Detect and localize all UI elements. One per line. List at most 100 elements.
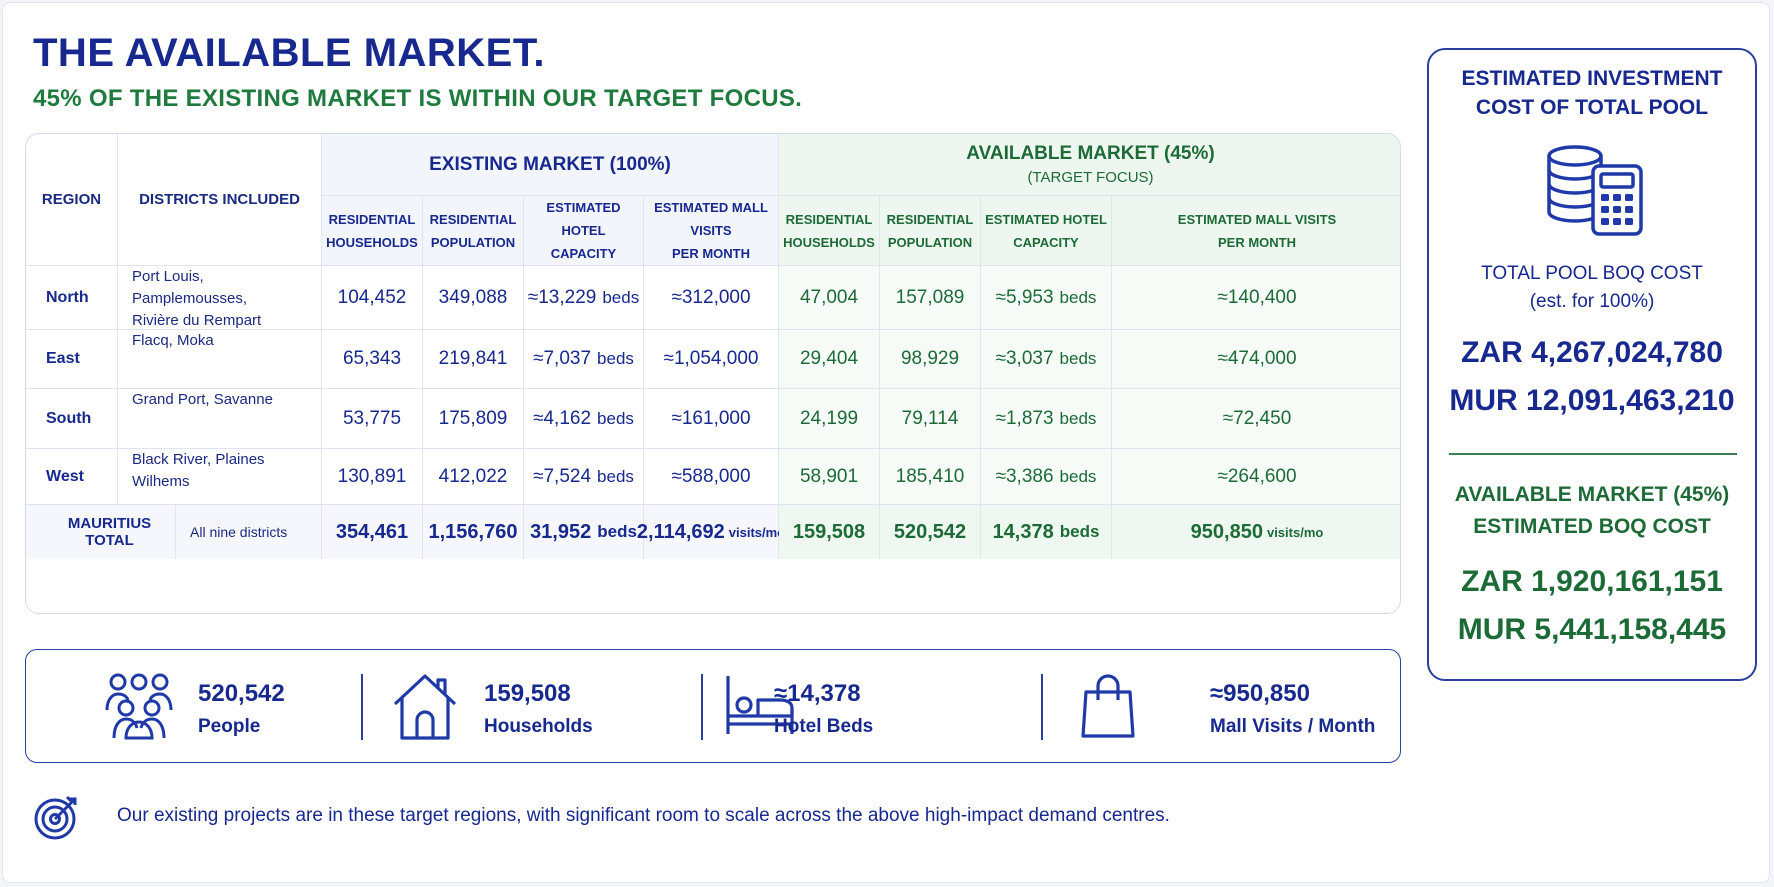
stat-mall-visits-label: Mall Visits / Month <box>1210 716 1376 737</box>
market-table-grid: REGION DISTRICTS INCLUDED EXISTING MARKET … <box>26 134 1400 613</box>
value-text: ≈312,000 <box>671 286 751 308</box>
stat-mall-visits-value: ≈950,850 <box>1210 680 1310 707</box>
available-cost-label-line2: ESTIMATED BOQ COST <box>1473 515 1711 538</box>
footer-note: Our existing projects are in these targe… <box>117 805 1170 826</box>
available-population-value: 98,929 <box>880 330 981 389</box>
value-text: 157,089 <box>895 286 965 308</box>
value-text: ≈4,162 <box>533 407 592 429</box>
total-pool-zar: ZAR 4,267,024,780 <box>1461 336 1723 369</box>
value-text: ≈3,386 <box>995 465 1054 487</box>
total-available-mall: 950,850 visits/mo <box>1112 505 1400 559</box>
stat-hotel-beds-label: Hotel Beds <box>774 716 874 737</box>
existing-hotel-value: ≈7,524 beds <box>524 449 644 505</box>
total-available-households: 159,508 <box>779 505 880 559</box>
available-mall-value: ≈264,600 <box>1112 449 1400 505</box>
available-households-column-header: RESIDENTIAL HOUSEHOLDS <box>779 196 880 266</box>
shopping-bag-icon <box>1081 674 1135 738</box>
available-mall-value: ≈474,000 <box>1112 330 1400 389</box>
stat-households: 159,508 Households <box>366 650 686 762</box>
available-market-title: AVAILABLE MARKET (45%) <box>966 143 1215 164</box>
available-hotel-value: ≈1,873 beds <box>981 389 1112 449</box>
districts-cell: Port Louis, Pamplemousses, Rivière du Rem… <box>118 266 322 330</box>
total-pool-note: (est. for 100%) <box>1529 291 1655 312</box>
available-population-value: 157,089 <box>880 266 981 330</box>
value-text: 159,508 <box>792 520 866 543</box>
stat-hotel-beds-value: ≈14,378 <box>774 680 861 707</box>
stat-people-value: 520,542 <box>198 680 285 707</box>
total-existing-hotel: 31,952 beds <box>524 505 644 559</box>
stat-mall-visits: ≈950,850 Mall Visits / Month <box>1046 650 1396 762</box>
value-text: 58,901 <box>799 465 859 487</box>
value-text: ≈1,873 <box>995 407 1054 429</box>
column-header-line1: ESTIMATED HOTEL <box>985 211 1107 227</box>
region-column-header: REGION <box>26 134 118 266</box>
existing-mall-column-header: ESTIMATED MALL VISITS PER MONTH <box>644 196 779 266</box>
panel-divider <box>1449 453 1737 455</box>
available-cost-mur: MUR 5,441,158,445 <box>1457 613 1727 646</box>
investment-panel: ESTIMATED INVESTMENT COST OF TOTAL POOL … <box>1427 48 1757 681</box>
available-market-header: AVAILABLE MARKET (45%) (TARGET FOCUS) <box>779 134 1400 196</box>
value-text: 349,088 <box>438 286 508 308</box>
column-header-line1: ESTIMATED MALL VISITS <box>1177 211 1337 227</box>
value-text: ≈3,037 <box>995 348 1054 369</box>
column-header-line2: HOUSEHOLDS <box>783 234 875 250</box>
column-header-line1: ESTIMATED MALL VISITS <box>654 200 768 238</box>
value-text: ≈7,524 <box>533 465 592 487</box>
available-households-value: 58,901 <box>779 449 880 505</box>
value-text: 219,841 <box>438 348 508 369</box>
districts-line1: Port Louis, Pamplemousses, <box>132 268 248 307</box>
available-households-value: 47,004 <box>779 266 880 330</box>
market-table: REGION DISTRICTS INCLUDED EXISTING MARKET … <box>25 133 1401 614</box>
stats-divider <box>701 674 703 740</box>
available-hotel-value: ≈3,037 beds <box>981 330 1112 389</box>
value-text: ≈588,000 <box>671 465 751 487</box>
value-text: ≈264,600 <box>1217 465 1297 487</box>
existing-mall-value: ≈1,054,000 <box>644 330 779 389</box>
column-header-line1: RESIDENTIAL <box>785 211 873 227</box>
value-text: 53,775 <box>342 407 402 429</box>
total-districts: All nine districts <box>176 505 322 559</box>
column-header-line2: CAPACITY <box>1013 234 1079 250</box>
value-text: 24,199 <box>799 407 859 429</box>
existing-mall-value: ≈312,000 <box>644 266 779 330</box>
region-name: East <box>26 330 118 389</box>
available-population-value: 185,410 <box>880 449 981 505</box>
existing-population-value: 349,088 <box>423 266 524 330</box>
districts-cell: Black River, Plaines Wilhems <box>118 449 322 505</box>
people-icon <box>105 673 173 740</box>
column-header-line2: PER MONTH <box>672 246 750 261</box>
existing-households-value: 65,343 <box>322 330 423 389</box>
value-text: 175,809 <box>438 407 508 429</box>
column-header-line2: PER MONTH <box>1218 234 1296 250</box>
existing-hotel-value: ≈13,229 beds <box>524 266 644 330</box>
districts-line1: Black River, Plaines Wilhems <box>132 451 265 490</box>
value-text: 1,156,760 <box>428 520 518 543</box>
column-header-line1: RESIDENTIAL <box>886 211 974 227</box>
investment-heading-line1: ESTIMATED INVESTMENT <box>1461 67 1723 90</box>
total-existing-population: 1,156,760 <box>423 505 524 559</box>
districts-line1: Flacq, Moka <box>132 332 214 349</box>
value-text: ≈474,000 <box>1217 348 1297 369</box>
value-text: 412,022 <box>438 465 508 487</box>
column-header-line1: ESTIMATED HOTEL <box>546 200 621 238</box>
value-text: 79,114 <box>901 407 959 429</box>
stat-households-value: 159,508 <box>484 680 571 707</box>
summary-stats-bar: 520,542 People 159,508 Households <box>25 649 1401 763</box>
existing-market-header: EXISTING MARKET (100%) <box>322 134 779 196</box>
value-text: 2,114,692 <box>636 520 725 543</box>
beds-unit: beds <box>1059 408 1097 428</box>
districts-column-header: DISTRICTS INCLUDED <box>118 134 322 266</box>
total-pool-mur: MUR 12,091,463,210 <box>1449 384 1735 417</box>
investment-heading-line2: COST OF TOTAL POOL <box>1475 96 1709 119</box>
existing-hotel-column-header: ESTIMATED HOTEL CAPACITY <box>524 196 644 266</box>
column-header-line1: RESIDENTIAL <box>429 211 517 227</box>
column-header-line1: RESIDENTIAL <box>328 211 416 227</box>
column-header-line2: HOUSEHOLDS <box>326 234 418 250</box>
stat-hotel-beds: ≈14,378 Hotel Beds <box>706 650 1026 762</box>
available-mall-column-header: ESTIMATED MALL VISITS PER MONTH <box>1112 196 1400 266</box>
bed-icon <box>726 676 794 734</box>
value-text: 31,952 <box>530 520 592 543</box>
available-population-value: 79,114 <box>880 389 981 449</box>
total-available-hotel: 14,378 beds <box>981 505 1112 559</box>
